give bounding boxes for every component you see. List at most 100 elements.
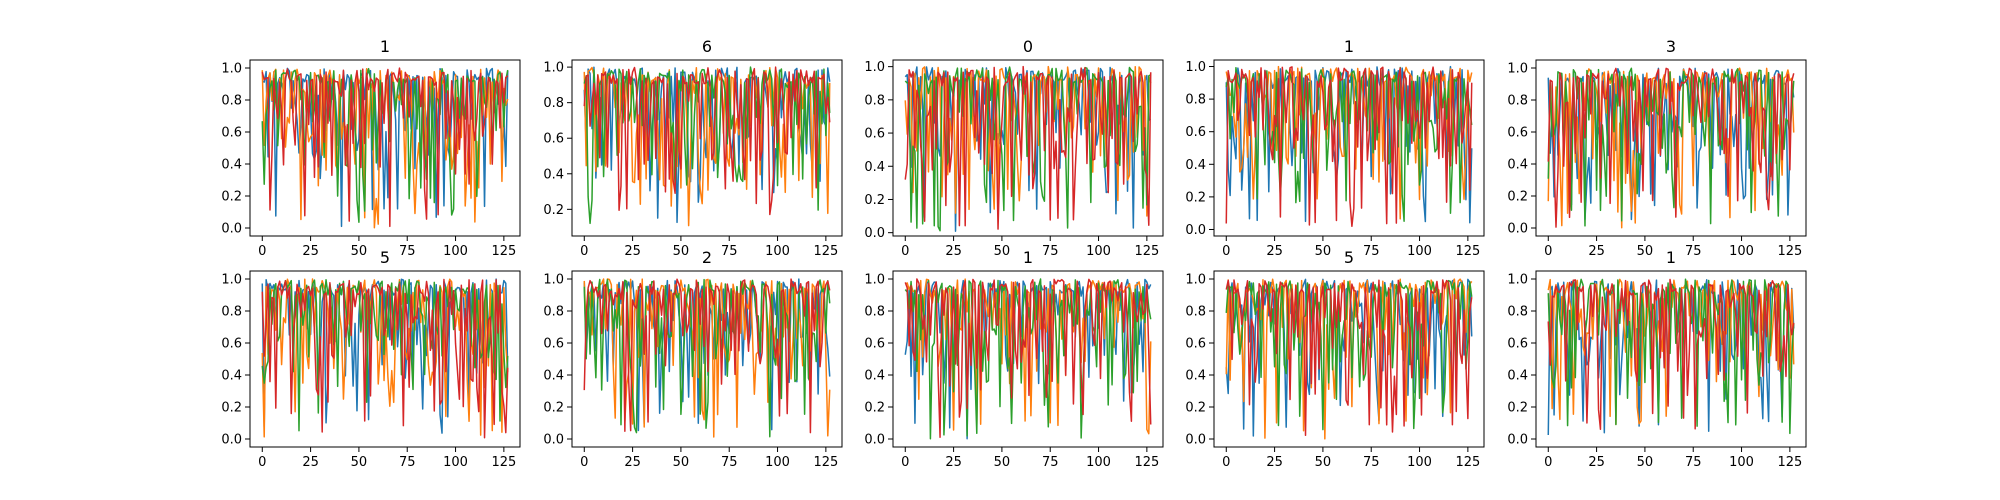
subplot-title: 1 <box>1666 248 1676 267</box>
subplot-title: 3 <box>1666 37 1676 56</box>
subplot-title: 1 <box>380 37 390 56</box>
x-tick-label: 100 <box>1086 244 1111 259</box>
series-line-4 <box>1547 278 1795 430</box>
y-tick-label: 0.8 <box>221 94 242 109</box>
x-tick-label: 25 <box>1266 455 1283 470</box>
x-tick-label: 125 <box>1134 244 1159 259</box>
x-tick-label: 0 <box>580 244 588 259</box>
axes-frame <box>249 59 521 237</box>
x-tick-label: 50 <box>673 244 690 259</box>
y-tick-label: 0.0 <box>221 433 242 448</box>
x-tick-label: 50 <box>351 455 368 470</box>
x-tick-label: 125 <box>1455 244 1480 259</box>
subplot-panel: 0 0 25 50 75 100 125 0.0 0.2 0.4 0.6 0.8 1.0 <box>864 37 1164 259</box>
axes-frame <box>1535 59 1807 237</box>
x-tick-label: 125 <box>1134 455 1159 470</box>
y-tick-label: 1.0 <box>1507 62 1528 77</box>
y-tick-label: 1.0 <box>864 60 885 75</box>
x-tick-label: 100 <box>443 455 468 470</box>
subplot-title: 5 <box>1344 248 1354 267</box>
y-tick-label: 0.4 <box>221 158 242 173</box>
y-tick-label: 0.8 <box>221 305 242 320</box>
y-tick-label: 0.0 <box>864 226 885 241</box>
x-tick-label: 0 <box>258 455 266 470</box>
x-tick-label: 75 <box>1363 455 1380 470</box>
x-tick-label: 25 <box>945 244 962 259</box>
x-tick-label: 100 <box>1729 244 1754 259</box>
series-line-3 <box>1547 278 1795 435</box>
y-tick-label: 0.8 <box>1507 305 1528 320</box>
y-tick-label: 0.2 <box>864 193 885 208</box>
y-tick-label: 0.8 <box>543 305 564 320</box>
x-tick-label: 100 <box>1086 455 1111 470</box>
x-tick-label: 75 <box>721 244 738 259</box>
series-line-4 <box>583 278 831 434</box>
x-tick-label: 75 <box>1042 244 1059 259</box>
x-tick-label: 50 <box>673 455 690 470</box>
x-tick-label: 50 <box>1637 455 1654 470</box>
series-line-4 <box>904 65 1152 230</box>
y-tick-label: 0.6 <box>221 126 242 141</box>
y-tick-label: 0.8 <box>543 96 564 111</box>
series-line-4 <box>1225 66 1473 228</box>
series-line-4 <box>261 278 509 439</box>
series-group <box>261 67 509 229</box>
y-tick-label: 0.6 <box>1185 337 1206 352</box>
y-tick-label: 0.0 <box>221 222 242 237</box>
x-tick-label: 25 <box>624 455 641 470</box>
series-group <box>583 278 831 438</box>
y-tick-label: 0.2 <box>1507 190 1528 205</box>
y-tick-label: 0.6 <box>1507 337 1528 352</box>
x-tick-label: 75 <box>721 455 738 470</box>
y-tick-label: 0.2 <box>1507 401 1528 416</box>
x-tick-label: 125 <box>491 244 516 259</box>
x-tick-label: 0 <box>1544 244 1552 259</box>
y-tick-label: 0.2 <box>864 401 885 416</box>
subplot-panel: 1 0 25 50 75 100 125 0.0 0.2 0.4 0.6 0.8 1.0 <box>221 37 521 259</box>
subplot-title: 0 <box>1023 37 1033 56</box>
x-tick-label: 75 <box>399 455 416 470</box>
x-tick-label: 25 <box>1588 455 1605 470</box>
subplot-panel: 1 0 25 50 75 100 125 0.0 0.2 0.4 0.6 0.8 1.0 <box>864 248 1164 470</box>
x-tick-label: 100 <box>765 244 790 259</box>
y-tick-label: 0.8 <box>864 93 885 108</box>
x-tick-label: 50 <box>1315 244 1332 259</box>
y-tick-label: 0.6 <box>1507 126 1528 141</box>
x-tick-label: 0 <box>258 244 266 259</box>
y-tick-label: 0.6 <box>543 132 564 147</box>
series-group <box>261 278 509 439</box>
x-tick-label: 25 <box>1588 244 1605 259</box>
series-line-4 <box>583 66 831 216</box>
series-line-4 <box>1547 67 1795 228</box>
x-tick-label: 25 <box>945 455 962 470</box>
x-tick-label: 0 <box>1222 244 1230 259</box>
x-tick-label: 75 <box>399 244 416 259</box>
x-tick-label: 25 <box>1266 244 1283 259</box>
subplot-panel: 2 0 25 50 75 100 125 0.0 0.2 0.4 0.6 0.8 1.0 <box>543 248 843 470</box>
series-line-4 <box>261 67 509 228</box>
x-tick-label: 100 <box>1407 244 1432 259</box>
x-tick-label: 0 <box>901 244 909 259</box>
subplot-panel: 1 0 25 50 75 100 125 0.0 0.2 0.4 0.6 0.8 1.0 <box>1507 248 1807 470</box>
y-tick-label: 1.0 <box>1185 60 1206 75</box>
y-tick-label: 0.8 <box>864 305 885 320</box>
x-tick-label: 50 <box>994 244 1011 259</box>
y-tick-label: 1.0 <box>1185 273 1206 288</box>
x-tick-label: 50 <box>1315 455 1332 470</box>
axes-frame <box>571 270 843 448</box>
y-tick-label: 0.0 <box>1507 433 1528 448</box>
x-tick-label: 75 <box>1042 455 1059 470</box>
y-tick-label: 0.6 <box>221 337 242 352</box>
subplot-title: 5 <box>380 248 390 267</box>
y-tick-label: 0.6 <box>543 337 564 352</box>
x-tick-label: 125 <box>813 455 838 470</box>
x-tick-label: 100 <box>443 244 468 259</box>
y-tick-label: 1.0 <box>221 273 242 288</box>
y-tick-label: 0.4 <box>543 369 564 384</box>
x-tick-label: 75 <box>1363 244 1380 259</box>
y-tick-label: 0.2 <box>1185 190 1206 205</box>
series-group <box>904 278 1152 440</box>
y-tick-label: 0.0 <box>1185 223 1206 238</box>
